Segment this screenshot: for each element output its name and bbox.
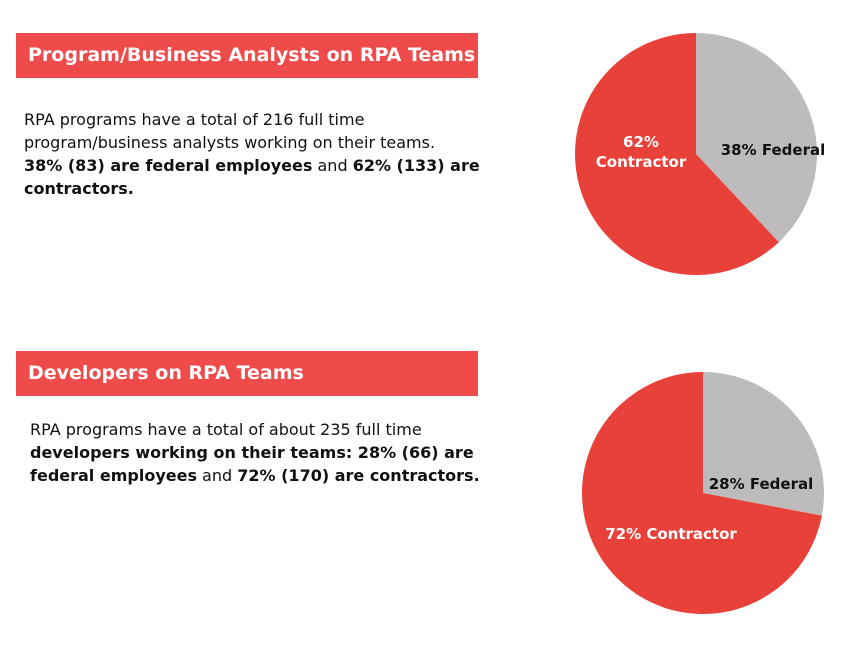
analysts-description: RPA programs have a total of 216 full ti… <box>24 108 494 200</box>
description-line: contractors. <box>24 177 494 200</box>
description-line: RPA programs have a total of 216 full ti… <box>24 108 494 131</box>
description-text: program/business analysts working on the… <box>24 133 436 152</box>
description-bold-text: developers working on their teams: 28% (… <box>30 443 474 462</box>
description-bold-text: 72% (170) are contractors. <box>237 466 480 485</box>
pie-slice-federal <box>696 33 817 243</box>
description-line: 38% (83) are federal employees and 62% (… <box>24 154 494 177</box>
pie-slice-contractor <box>582 372 822 614</box>
pie-label-federal: 28% Federal <box>709 475 814 493</box>
section-header-developers: Developers on RPA Teams <box>16 351 478 396</box>
description-text: RPA programs have a total of 216 full ti… <box>24 110 365 129</box>
pie-chart-developers: 28% Federal 72% Contractor <box>582 372 824 614</box>
description-text: and <box>312 156 353 175</box>
description-line: RPA programs have a total of about 235 f… <box>30 418 500 441</box>
description-line: federal employees and 72% (170) are cont… <box>30 464 500 487</box>
developers-description: RPA programs have a total of about 235 f… <box>30 418 500 487</box>
description-text: and <box>196 466 238 485</box>
description-bold-text: 38% (83) are federal employees <box>24 156 313 175</box>
description-text: RPA programs have a total of about 235 f… <box>30 420 422 439</box>
description-bold-text: contractors. <box>24 179 134 198</box>
description-bold-text: 62% (133) are <box>352 156 480 175</box>
description-bold-text: federal employees <box>30 466 197 485</box>
pie-slice-federal <box>703 372 824 516</box>
pie-slice-contractor <box>575 33 779 275</box>
pie-label-contractor: 72% Contractor <box>605 525 737 543</box>
pie-label-contractor: 62% Contractor <box>596 133 687 171</box>
section-header-analysts: Program/Business Analysts on RPA Teams <box>16 33 478 78</box>
pie-label-federal: 38% Federal <box>721 141 826 159</box>
description-line: developers working on their teams: 28% (… <box>30 441 500 464</box>
description-line: program/business analysts working on the… <box>24 131 494 154</box>
pie-chart-analysts: 38% Federal 62% Contractor <box>575 33 826 275</box>
